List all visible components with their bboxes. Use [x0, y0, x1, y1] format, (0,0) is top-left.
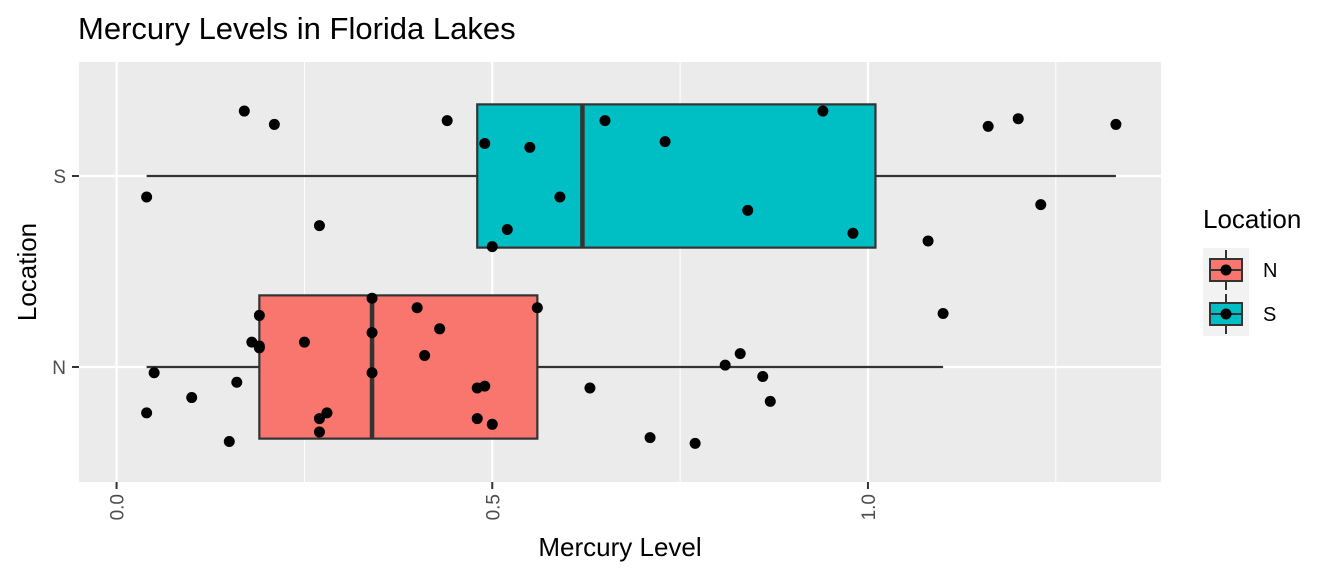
- data-point-N: [471, 413, 483, 425]
- data-point-N: [298, 336, 310, 348]
- data-point-S: [982, 120, 994, 132]
- data-point-S: [659, 136, 671, 148]
- data-point-N: [223, 435, 235, 447]
- data-point-N: [366, 292, 378, 304]
- data-point-S: [141, 191, 153, 203]
- data-point-S: [313, 220, 325, 232]
- data-point-N: [757, 371, 769, 383]
- data-point-S: [1110, 118, 1122, 130]
- data-point-N: [186, 392, 198, 404]
- data-point-S: [817, 105, 829, 117]
- points-layer: [141, 105, 1122, 449]
- x-tick-label: 0.5: [483, 494, 504, 520]
- data-point-S: [847, 227, 859, 239]
- data-point-N: [321, 407, 333, 419]
- data-point-N: [434, 323, 446, 335]
- chart-title: Mercury Levels in Florida Lakes: [78, 11, 516, 46]
- y-axis: NS: [52, 167, 79, 379]
- data-point-S: [238, 105, 250, 117]
- data-point-S: [1035, 199, 1047, 211]
- x-axis: 0.0 0.5 1.0: [108, 482, 880, 520]
- data-point-N: [734, 348, 746, 360]
- data-point-S: [742, 204, 754, 216]
- x-tick-label: 1.0: [859, 494, 880, 520]
- data-point-S: [1012, 113, 1024, 125]
- data-point-N: [313, 426, 325, 438]
- data-point-S: [268, 118, 280, 130]
- data-point-N: [644, 432, 656, 444]
- data-point-S: [599, 115, 611, 127]
- data-point-S: [486, 241, 498, 253]
- data-point-S: [922, 235, 934, 247]
- data-point-N: [141, 407, 153, 419]
- data-point-S: [501, 223, 513, 235]
- legend-key-point: [1220, 308, 1232, 320]
- boxes-layer: [146, 103, 1116, 440]
- data-point-N: [584, 382, 596, 394]
- data-point-N: [411, 302, 423, 314]
- data-point-N: [231, 376, 243, 388]
- data-point-N: [479, 380, 491, 392]
- data-point-N: [313, 413, 325, 425]
- data-point-N: [486, 418, 498, 430]
- legend-title: Location: [1203, 204, 1301, 234]
- legend-label: S: [1263, 304, 1276, 326]
- box-N: [258, 294, 539, 440]
- data-point-N: [689, 437, 701, 449]
- data-point-N: [764, 395, 776, 407]
- data-point-S: [479, 138, 491, 150]
- data-point-N: [937, 308, 949, 320]
- x-axis-title: Mercury Level: [538, 532, 701, 562]
- data-point-N: [253, 309, 265, 321]
- data-point-N: [366, 367, 378, 379]
- data-point-N: [719, 359, 731, 371]
- data-point-N: [419, 350, 431, 362]
- box-S: [476, 103, 877, 249]
- data-point-N: [253, 342, 265, 354]
- data-point-S: [524, 141, 536, 153]
- data-point-N: [148, 367, 160, 379]
- legend-label: N: [1263, 260, 1277, 282]
- y-axis-title: Location: [12, 223, 42, 321]
- data-point-N: [531, 302, 543, 314]
- legend: Location NS: [1203, 204, 1301, 336]
- data-point-N: [366, 327, 378, 339]
- x-tick-label: 0.0: [108, 494, 129, 520]
- data-point-S: [554, 191, 566, 203]
- y-tick-label: N: [52, 358, 66, 379]
- y-tick-label: S: [53, 167, 66, 188]
- data-point-S: [441, 115, 453, 127]
- legend-key-point: [1220, 264, 1232, 276]
